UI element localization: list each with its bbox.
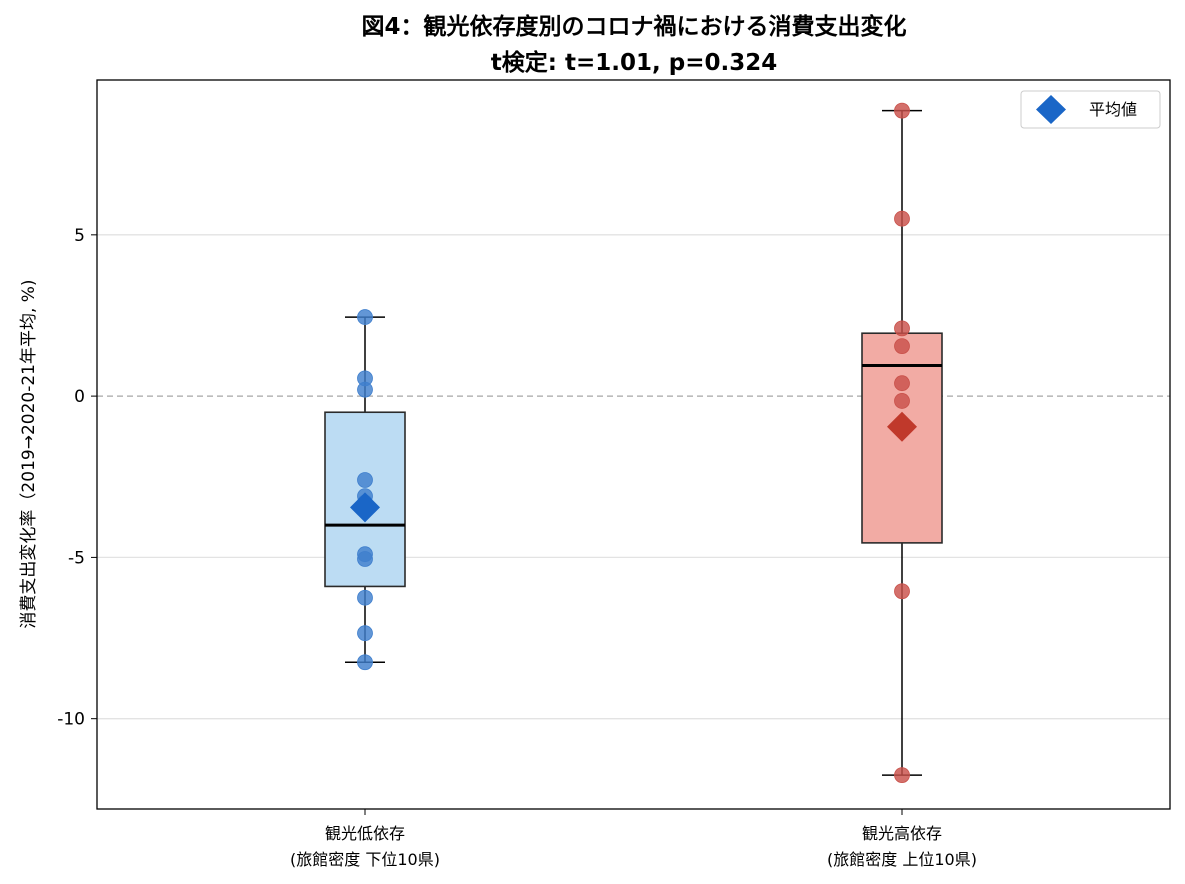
data-point: [357, 381, 373, 398]
y-tick-label: -5: [68, 548, 85, 568]
plot-frame: [96, 79, 1171, 810]
data-point: [894, 338, 910, 355]
data-point: [894, 393, 910, 409]
grid-layer: [97, 234, 1170, 720]
x-category-label: 観光高依存: [862, 824, 942, 843]
y-tick-label: 5: [74, 226, 85, 246]
data-point: [894, 583, 910, 600]
data-point: [357, 625, 373, 642]
y-axis-label: 消費支出変化率（2019→2020-21年平均, %): [19, 279, 39, 628]
legend-label: 平均値: [1089, 100, 1137, 119]
mean-marker: [350, 492, 380, 523]
data-point: [894, 375, 910, 392]
data-layer: [324, 102, 943, 784]
box-iqr: [861, 332, 943, 544]
y-tick-label: -10: [57, 710, 85, 730]
legend-mean-marker: [1036, 95, 1066, 124]
x-category-label: 観光低依存: [325, 824, 405, 843]
y-axis: -10 -5 0 5: [57, 226, 97, 730]
data-point: [894, 102, 910, 119]
legend: 平均値: [1020, 90, 1161, 129]
y-tick-label: 0: [74, 387, 85, 407]
data-point: [357, 472, 373, 488]
chart-title: 図4：観光依存度別のコロナ禍における消費支出変化: [361, 13, 906, 40]
data-point: [894, 210, 910, 227]
data-point: [357, 551, 373, 567]
data-point: [357, 589, 373, 606]
mean-marker: [887, 411, 917, 442]
x-category-sublabel: (旅館密度 下位10県): [290, 850, 440, 869]
data-point: [357, 309, 373, 325]
x-category-sublabel: (旅館密度 上位10県): [827, 850, 977, 869]
data-point: [894, 320, 910, 337]
x-axis: 観光低依存 (旅館密度 下位10県) 観光高依存 (旅館密度 上位10県): [290, 809, 977, 869]
data-point: [894, 767, 910, 784]
chart-subtitle: t検定: t=1.01, p=0.324: [491, 49, 777, 76]
data-point: [357, 654, 373, 671]
